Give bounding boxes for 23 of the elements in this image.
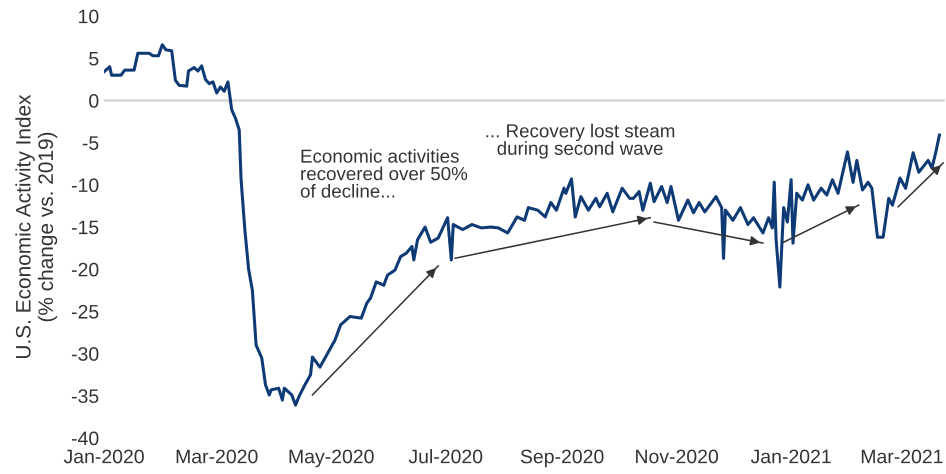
x-tick-label: Mar-2021 bbox=[862, 450, 943, 464]
y-tick-label: -20 bbox=[72, 262, 98, 276]
y-tick-label: -15 bbox=[72, 220, 98, 234]
annotation: Economic activities recovered over 50% of decline... bbox=[300, 149, 468, 198]
y-tick-label: 0 bbox=[89, 94, 98, 108]
y-tick-label: 5 bbox=[89, 52, 98, 66]
y-axis-title: U.S. Economic Activity Index (% change vs. 2019) bbox=[15, 94, 58, 358]
x-tick-label: Jan-2020 bbox=[64, 450, 144, 464]
x-tick-label: Sep-2020 bbox=[520, 450, 604, 468]
y-tick-label: -35 bbox=[72, 389, 98, 404]
y-tick-label: -40 bbox=[72, 431, 98, 446]
x-tick-label: Nov-2020 bbox=[636, 450, 718, 464]
x-tick-label: Jul-2020 bbox=[408, 449, 482, 464]
y-tick-label: -10 bbox=[72, 178, 98, 192]
x-tick-label: Jan-2021 bbox=[750, 450, 831, 464]
y-tick-label: -30 bbox=[72, 347, 98, 361]
x-tick-label: May-2020 bbox=[290, 450, 374, 468]
x-tick-label: Mar-2020 bbox=[176, 450, 258, 464]
y-tick-label: -25 bbox=[72, 304, 98, 319]
y-tick-label: -5 bbox=[82, 136, 98, 150]
annotation: ... Recovery lost steam during second wave bbox=[486, 124, 674, 159]
line-series bbox=[104, 43, 941, 407]
y-tick-label: 10 bbox=[79, 10, 98, 24]
